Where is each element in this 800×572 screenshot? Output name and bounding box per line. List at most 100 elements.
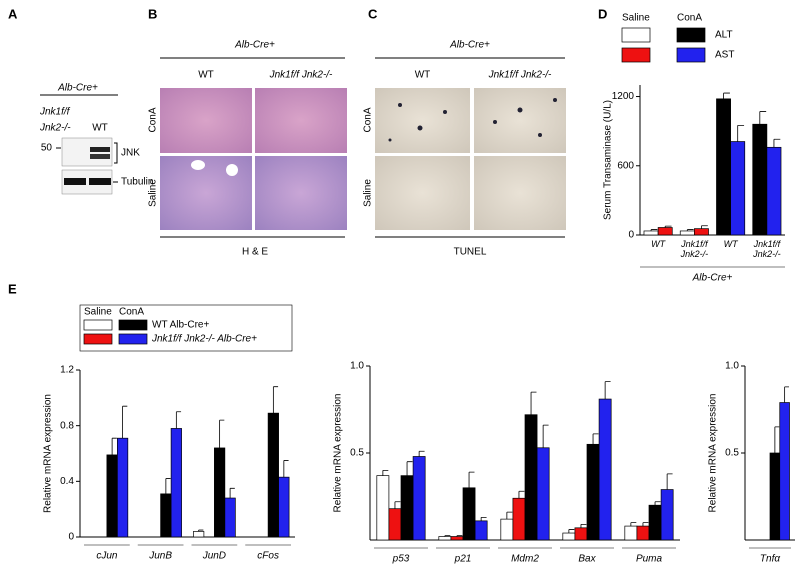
- error-bar: [784, 386, 790, 403]
- size-marker: 50: [41, 143, 53, 154]
- legend-swatch: [676, 27, 706, 43]
- error-bar: [642, 522, 649, 527]
- panel-label: B: [148, 6, 157, 21]
- error-bar: [654, 501, 661, 506]
- legend-header: ConA: [677, 13, 702, 24]
- y-tick-label: 1.2: [60, 365, 74, 376]
- genotype: Alb-Cre+: [57, 83, 98, 94]
- x-tick-label: cJun: [96, 551, 118, 562]
- error-bar: [122, 405, 128, 439]
- genotype: Alb-Cre+: [234, 40, 275, 51]
- x-tick-label: Tnfα: [760, 554, 780, 565]
- x-tick-label: JunD: [202, 551, 226, 562]
- bar: [193, 531, 205, 538]
- y-tick-label: 0.5: [350, 448, 364, 459]
- band-label: JNK: [121, 148, 140, 159]
- y-tick-label: 0.4: [60, 476, 74, 487]
- legend-label: ALT: [715, 30, 733, 41]
- bar: [117, 437, 129, 538]
- lane-label: Jnk1f/f: [39, 107, 71, 118]
- error-bar: [542, 424, 549, 448]
- tunel-images: [375, 57, 566, 238]
- bar: [716, 98, 731, 236]
- y-tick-label: 1.0: [350, 361, 364, 372]
- y-axis-title: Relative mRNA expression: [43, 394, 54, 513]
- y-tick-label: 0.8: [60, 420, 74, 431]
- bar: [679, 230, 695, 236]
- bar: [574, 527, 588, 541]
- genotype: Alb-Cre+: [449, 40, 490, 51]
- bar: [267, 412, 279, 538]
- bar: [400, 475, 414, 541]
- bar: [388, 508, 402, 541]
- bar: [694, 228, 709, 236]
- legend-swatch: [118, 319, 148, 331]
- group-label: Alb-Cre+: [692, 273, 733, 284]
- row-label: Saline: [363, 179, 374, 207]
- band-label: Tubulin: [121, 177, 153, 188]
- bar: [474, 520, 488, 541]
- histology-images: [160, 57, 347, 238]
- error-bar: [480, 516, 487, 521]
- bar: [752, 123, 768, 236]
- y-tick-label: 1200: [612, 91, 635, 102]
- error-bar: [592, 433, 599, 445]
- column-label: WT: [198, 70, 214, 81]
- x-tick-label: WT: [651, 239, 666, 249]
- panel-label: C: [368, 6, 378, 21]
- error-bar: [568, 529, 575, 534]
- bar: [106, 454, 118, 538]
- bar: [598, 398, 612, 541]
- bar: [214, 447, 226, 538]
- bar: [660, 489, 674, 541]
- bar: [636, 525, 650, 541]
- western-blot: [40, 94, 118, 195]
- bar: [438, 536, 452, 541]
- lane-label: Jnk2-/-: [39, 123, 71, 134]
- legend-header: ConA: [119, 307, 144, 318]
- error-bar: [198, 529, 204, 532]
- panel-label: E: [8, 281, 17, 296]
- error-bar: [175, 411, 182, 429]
- bar: [278, 476, 290, 538]
- error-bar: [530, 391, 537, 415]
- column-label: WT: [415, 70, 431, 81]
- error-bar: [580, 523, 587, 528]
- legend-swatch: [118, 333, 148, 345]
- error-bar: [773, 138, 781, 148]
- y-tick-label: 1.0: [725, 361, 739, 372]
- error-bar: [456, 535, 463, 537]
- error-bar: [406, 461, 413, 476]
- y-tick-label: 600: [617, 160, 634, 171]
- legend-header: Saline: [84, 307, 112, 318]
- bar: [562, 532, 576, 541]
- error-bar: [737, 124, 745, 142]
- legend-header: Saline: [622, 13, 650, 24]
- x-tick-label-box: Jnk1f/f Jnk2-/-: [681, 239, 709, 259]
- error-bar: [686, 229, 694, 231]
- error-bar: [723, 92, 730, 99]
- y-tick-label: 0: [68, 532, 74, 543]
- error-bar: [664, 225, 672, 228]
- lane-label: WT: [92, 123, 108, 134]
- stain-label: H & E: [242, 247, 268, 258]
- y-tick-label: 0.5: [725, 448, 739, 459]
- bar: [376, 475, 390, 541]
- x-tick-label: Puma: [636, 554, 663, 565]
- error-bar: [444, 535, 451, 537]
- legend-label: Jnk1f/f Jnk2-/- Alb-Cre+: [151, 334, 257, 345]
- bar: [224, 497, 236, 538]
- x-tick-label-box: WT: [724, 239, 738, 249]
- error-bar: [382, 470, 389, 476]
- column-label: Jnk1f/f Jnk2-/-: [269, 70, 333, 81]
- x-tick-label-box: Jnk1f/f Jnk2-/-: [753, 239, 781, 259]
- bar: [769, 452, 781, 541]
- legend-swatch: [83, 333, 113, 345]
- bar: [624, 525, 638, 541]
- error-bar: [630, 522, 637, 527]
- legend-swatch: [676, 47, 706, 63]
- error-bar: [394, 501, 401, 509]
- bar: [779, 402, 790, 541]
- bar: [766, 146, 782, 236]
